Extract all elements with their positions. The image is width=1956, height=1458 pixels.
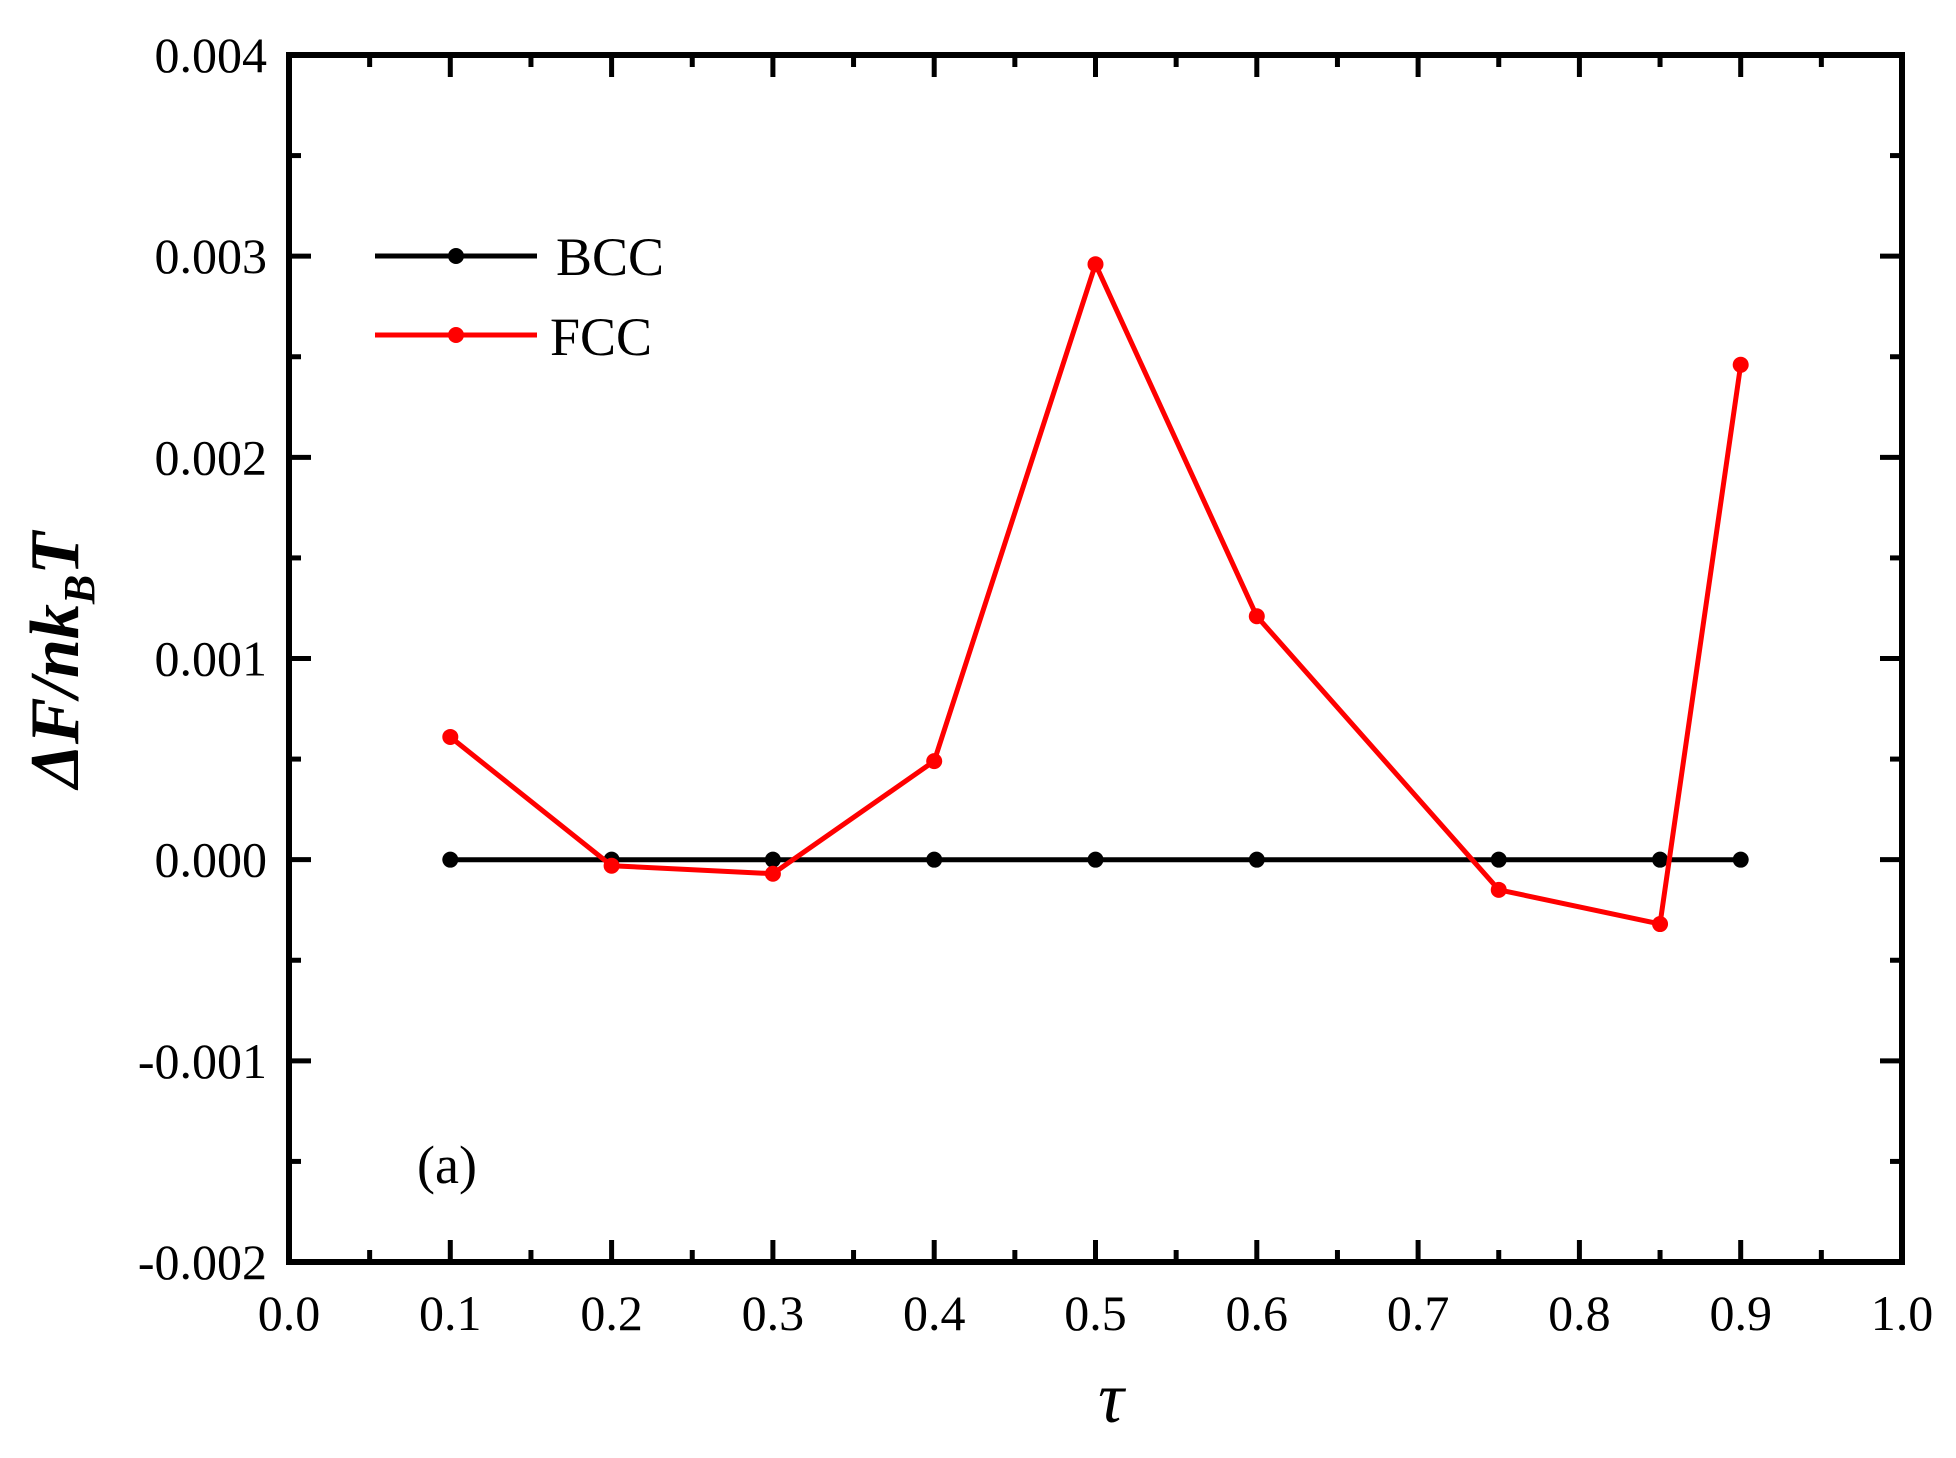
data-point-bcc [1087,851,1104,868]
x-tick-label: 0.9 [1709,1285,1772,1341]
legend-marker-fcc [448,327,464,343]
legend-label-bcc: BCC [556,227,664,287]
x-tick-label: 0.2 [580,1285,643,1341]
data-point-fcc [1087,256,1104,273]
x-tick-label: 0.1 [419,1285,482,1341]
data-point-fcc [1652,916,1669,933]
y-tick-label: 0.002 [155,429,268,485]
panel-label: (a) [417,1135,477,1195]
y-axis-title-main: ΔF/nk [17,604,94,791]
y-tick-label: -0.001 [138,1033,267,1089]
x-tick-label: 0.8 [1548,1285,1611,1341]
legend: BCC FCC [375,227,664,367]
legend-marker-bcc [448,248,464,264]
y-tick-label: 0.001 [155,631,268,687]
series-fcc [442,256,1749,933]
data-point-bcc [926,851,943,868]
series-bcc [442,851,1749,868]
data-point-fcc [1248,608,1265,625]
x-tick-label: 0.4 [903,1285,966,1341]
data-point-bcc [1248,851,1265,868]
y-tick-label: 0.003 [155,228,268,284]
data-point-bcc [1652,851,1669,868]
y-tick-labels: -0.002 -0.001 0.000 0.001 0.002 0.003 0.004 [138,27,267,1290]
data-point-fcc [603,857,620,874]
x-tick-label: 0.0 [258,1285,321,1341]
x-tick-label: 0.7 [1387,1285,1450,1341]
data-point-fcc [442,728,459,745]
legend-label-fcc: FCC [550,307,652,367]
ticks-layer [286,52,1905,1265]
y-tick-label: 0.004 [155,27,268,83]
x-axis-title: τ [1098,1358,1126,1438]
data-point-fcc [764,865,781,882]
x-tick-label: 1.0 [1871,1285,1934,1341]
x-tick-label: 0.5 [1064,1285,1127,1341]
series-layer [442,256,1749,933]
data-point-fcc [1732,356,1749,373]
y-axis-title-subscript: B [55,575,104,605]
data-point-bcc [1490,851,1507,868]
data-point-fcc [1490,881,1507,898]
data-point-fcc [926,753,943,770]
x-tick-label: 0.3 [742,1285,805,1341]
data-point-bcc [764,851,781,868]
plot-frame [286,52,1905,1265]
y-axis-title: ΔF/nkBT [17,529,104,791]
x-tick-labels: 0.0 0.1 0.2 0.3 0.4 0.5 0.6 0.7 0.8 0.9 1.0 [258,1285,1934,1341]
data-point-bcc [1732,851,1749,868]
y-tick-label: 0.000 [155,832,268,888]
x-tick-label: 0.6 [1226,1285,1289,1341]
y-tick-label: -0.002 [138,1234,267,1290]
data-point-bcc [442,851,459,868]
y-axis-title-suffix: T [17,529,94,575]
